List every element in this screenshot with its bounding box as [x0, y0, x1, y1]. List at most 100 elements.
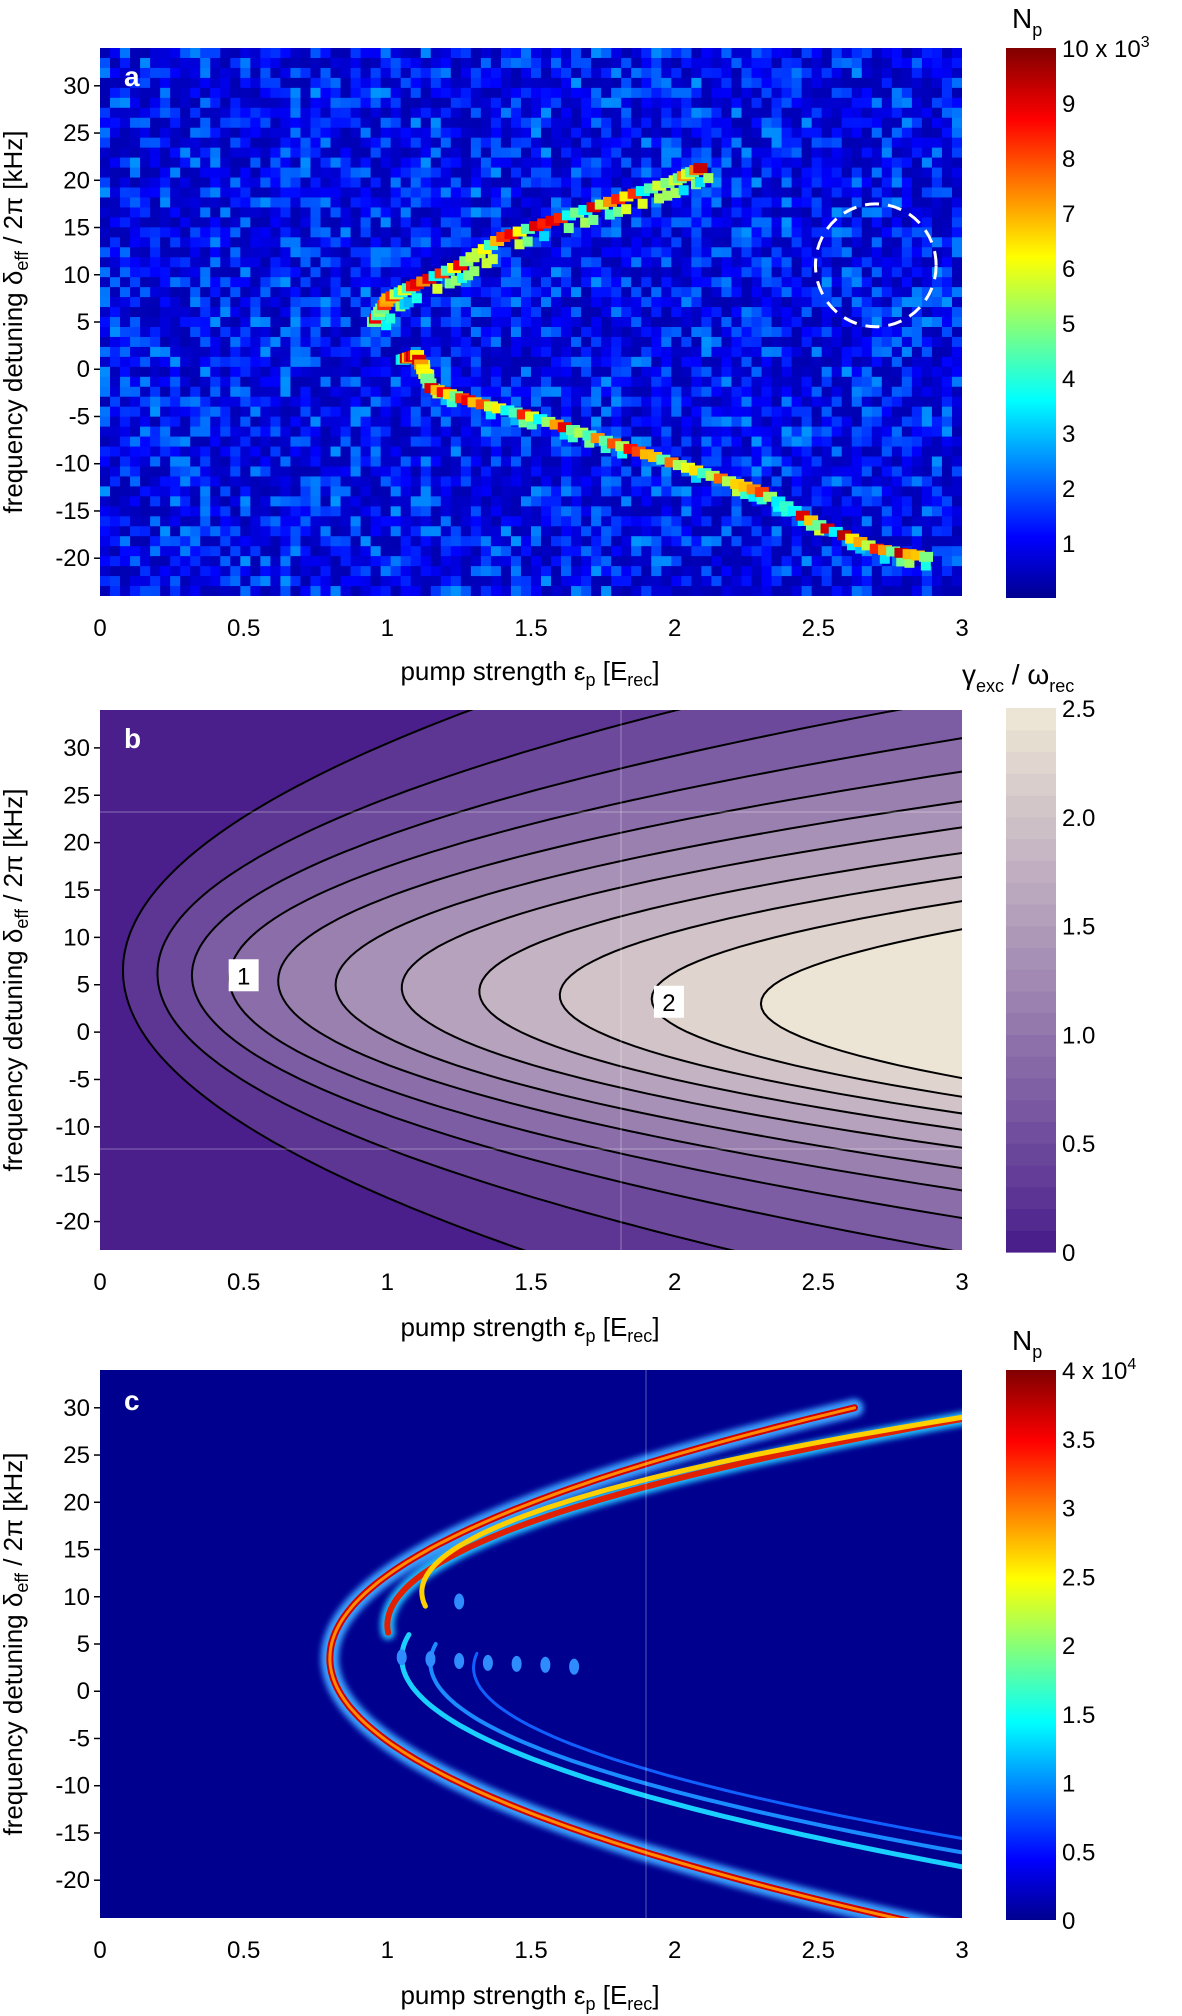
noise-pixel [901, 386, 913, 398]
noise-pixel [771, 426, 783, 438]
noise-pixel [220, 376, 231, 388]
noise-pixel [821, 107, 833, 119]
noise-pixel [270, 207, 281, 218]
noise-pixel [200, 456, 211, 467]
noise-pixel [931, 97, 943, 109]
noise-pixel [731, 526, 742, 537]
noise-pixel [150, 207, 161, 218]
noise-pixel [280, 536, 291, 547]
noise-pixel [190, 267, 201, 278]
noise-pixel [100, 157, 111, 169]
noise-pixel [480, 516, 492, 527]
noise-pixel [290, 107, 301, 119]
noise-pixel [300, 97, 311, 109]
noise-pixel [891, 466, 903, 477]
noise-pixel [320, 366, 332, 378]
noise-pixel [450, 526, 462, 537]
noise-pixel [460, 57, 472, 69]
noise-pixel [130, 277, 141, 288]
noise-pixel [390, 217, 402, 228]
noise-pixel [290, 227, 301, 238]
noise-pixel [280, 187, 291, 198]
noise-pixel [851, 476, 863, 487]
noise-pixel [330, 67, 342, 79]
noise-pixel [310, 416, 322, 428]
noise-pixel [260, 486, 271, 497]
noise-pixel [821, 97, 833, 109]
noise-pixel [220, 566, 231, 577]
noise-pixel [771, 446, 783, 458]
noise-pixel [120, 336, 131, 348]
noise-pixel [350, 446, 362, 458]
noise-pixel [240, 486, 251, 497]
noise-pixel [731, 366, 742, 378]
noise-pixel [300, 147, 311, 159]
noise-pixel [450, 67, 462, 79]
noise-pixel [220, 77, 231, 89]
noise-pixel [871, 566, 883, 577]
noise-pixel [280, 67, 291, 79]
noise-pixel [661, 396, 672, 408]
noise-pixel [330, 227, 342, 238]
noise-pixel [460, 326, 472, 338]
noise-pixel [110, 556, 121, 567]
noise-pixel [270, 57, 281, 69]
noise-pixel [681, 267, 692, 278]
noise-pixel [631, 67, 642, 79]
noise-pixel [310, 227, 322, 238]
noise-pixel [621, 336, 632, 348]
noise-pixel [631, 297, 642, 308]
noise-pixel [510, 516, 522, 527]
noise-pixel [310, 546, 322, 557]
signal-pixel [795, 510, 810, 521]
noise-pixel [310, 177, 322, 188]
noise-pixel [831, 257, 843, 268]
noise-pixel [621, 197, 632, 208]
noise-pixel [460, 67, 472, 79]
noise-pixel [270, 277, 281, 288]
noise-pixel [581, 496, 592, 507]
noise-pixel [110, 416, 121, 428]
noise-pixel [380, 426, 392, 438]
noise-pixel [661, 127, 672, 139]
noise-pixel [681, 556, 692, 567]
noise-pixel [290, 287, 301, 298]
noise-pixel [420, 416, 432, 428]
noise-pixel [621, 247, 632, 258]
noise-pixel [821, 466, 833, 477]
noise-pixel [510, 67, 522, 79]
noise-pixel [410, 267, 422, 278]
noise-pixel [340, 217, 352, 228]
noise-pixel [470, 57, 482, 69]
noise-pixel [400, 506, 412, 517]
noise-pixel [390, 486, 402, 497]
noise-pixel [911, 77, 923, 89]
noise-pixel [671, 317, 682, 328]
noise-pixel [290, 97, 301, 109]
noise-pixel [310, 496, 322, 507]
signal-pixel [584, 437, 595, 448]
noise-pixel [430, 77, 442, 89]
noise-pixel [130, 257, 141, 268]
noise-pixel [400, 516, 412, 527]
noise-pixel [330, 496, 342, 507]
noise-pixel [751, 167, 763, 179]
noise-pixel [721, 456, 732, 467]
noise-pixel [350, 197, 362, 208]
noise-pixel [240, 77, 251, 89]
noise-pixel [480, 48, 492, 59]
noise-pixel [941, 426, 953, 438]
noise-pixel [571, 396, 582, 408]
noise-pixel [240, 267, 251, 278]
noise-pixel [300, 586, 311, 596]
noise-pixel [551, 586, 562, 596]
noise-pixel [370, 456, 382, 467]
noise-pixel [290, 516, 301, 527]
noise-pixel [440, 187, 452, 198]
noise-pixel [220, 287, 231, 298]
noise-pixel [931, 416, 943, 428]
noise-pixel [591, 456, 602, 467]
noise-pixel [180, 476, 191, 487]
noise-pixel [921, 267, 933, 278]
noise-pixel [761, 137, 773, 149]
